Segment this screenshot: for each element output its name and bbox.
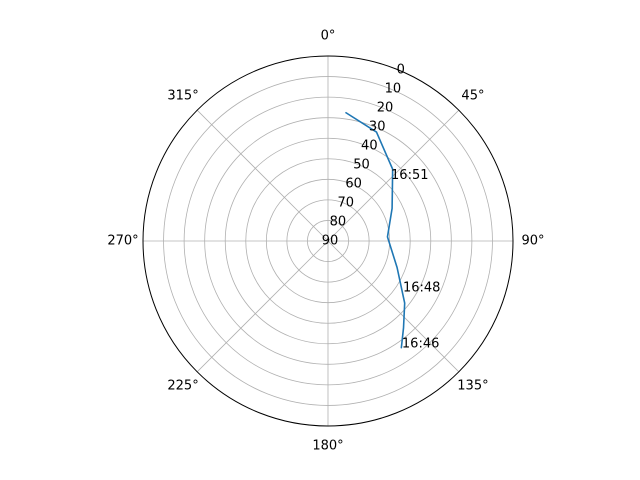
angle-tick-label: 225° — [167, 378, 198, 393]
polar-frame — [142, 55, 514, 427]
angle-tick-label: 135° — [457, 378, 488, 393]
angle-tick-label: 0° — [321, 29, 336, 44]
trajectory-line — [345, 111, 406, 349]
radial-tick-label: 50 — [353, 158, 370, 173]
label-layer: 0° 45° 90° 135° 180° 225° 270° 315° 0 10 20 30 40 50 6… — [107, 29, 544, 454]
radial-tick-label: 30 — [369, 120, 386, 135]
angle-tick-label: 270° — [107, 234, 138, 249]
polar-grid — [143, 56, 513, 426]
radial-tick-label: 90 — [322, 234, 339, 249]
radial-tick-label: 40 — [361, 139, 378, 154]
time-annotation: 16:51 — [391, 168, 428, 183]
angle-tick-label: 180° — [312, 439, 343, 454]
radial-tick-label: 0 — [397, 63, 405, 78]
radial-tick-label: 60 — [345, 177, 362, 192]
angle-tick-label: 45° — [461, 89, 484, 104]
angle-tick-label: 315° — [167, 89, 198, 104]
angular-gridline — [196, 109, 329, 242]
angular-gridline — [196, 240, 329, 373]
angular-gridline — [327, 240, 460, 373]
radial-tick-label: 20 — [377, 101, 394, 116]
series-layer — [345, 111, 406, 349]
time-annotation: 16:46 — [402, 336, 439, 351]
radial-tick-label: 80 — [330, 215, 347, 230]
radial-tick-label: 10 — [385, 82, 402, 97]
radial-tick-label: 70 — [337, 196, 354, 211]
angular-gridline — [327, 109, 460, 242]
time-annotation: 16:48 — [403, 281, 440, 296]
angle-tick-label: 90° — [521, 234, 544, 249]
